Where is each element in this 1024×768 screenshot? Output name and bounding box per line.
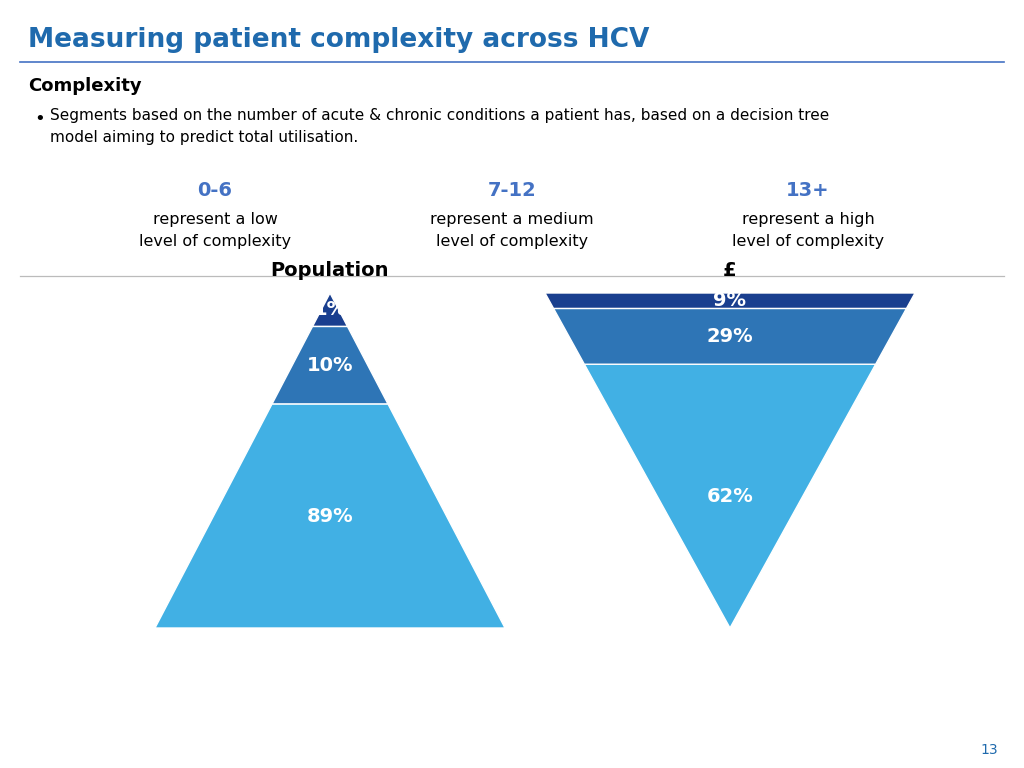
- Text: Complexity: Complexity: [28, 77, 141, 95]
- Text: 7-12: 7-12: [487, 180, 537, 200]
- Polygon shape: [155, 404, 505, 628]
- Text: 10%: 10%: [307, 356, 353, 375]
- Text: 29%: 29%: [707, 327, 754, 346]
- Text: represent a medium
level of complexity: represent a medium level of complexity: [430, 212, 594, 249]
- Text: 62%: 62%: [707, 487, 754, 505]
- Text: •: •: [34, 110, 45, 128]
- Text: represent a low
level of complexity: represent a low level of complexity: [139, 212, 291, 249]
- Text: 89%: 89%: [306, 507, 353, 525]
- Text: Segments based on the number of acute & chronic conditions a patient has, based : Segments based on the number of acute & …: [50, 108, 829, 145]
- Polygon shape: [545, 293, 915, 309]
- Text: represent a high
level of complexity: represent a high level of complexity: [732, 212, 884, 249]
- Text: £: £: [723, 261, 737, 280]
- Polygon shape: [585, 364, 876, 628]
- Polygon shape: [272, 326, 388, 404]
- Text: 1%: 1%: [313, 300, 346, 319]
- Text: 9%: 9%: [714, 291, 746, 310]
- Text: 0-6: 0-6: [198, 180, 232, 200]
- Polygon shape: [554, 309, 906, 364]
- Text: Population: Population: [270, 261, 389, 280]
- Text: Measuring patient complexity across HCV: Measuring patient complexity across HCV: [28, 27, 649, 53]
- Polygon shape: [312, 293, 347, 326]
- Text: 13: 13: [980, 743, 998, 757]
- Text: 13+: 13+: [786, 180, 829, 200]
